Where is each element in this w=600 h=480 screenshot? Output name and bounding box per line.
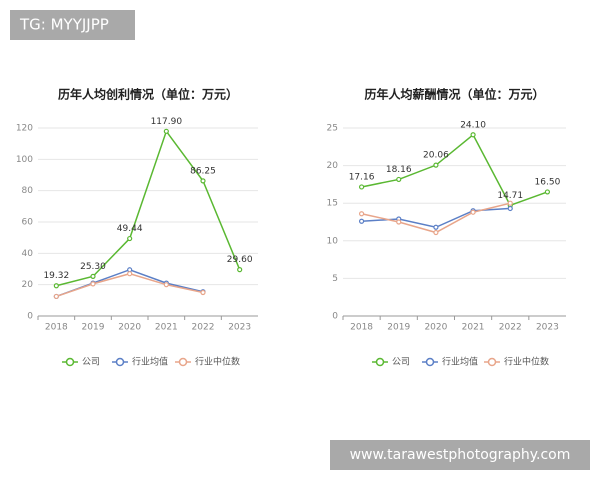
- data-label: 19.32: [43, 271, 69, 281]
- legend-label: 行业中位数: [195, 356, 240, 368]
- chart-title: 历年人均薪酬情况（单位：万元）: [364, 87, 544, 102]
- data-point: [358, 211, 365, 217]
- data-label: 16.50: [535, 177, 561, 187]
- legend-label: 公司: [392, 357, 410, 368]
- x-tick-label: 2019: [82, 323, 105, 333]
- data-label: 25.30: [80, 262, 106, 272]
- data-point: [396, 176, 402, 183]
- x-tick-label: 2020: [424, 323, 447, 333]
- data-label: 17.16: [349, 172, 375, 182]
- data-point: [163, 128, 169, 134]
- y-tick-label: 25: [327, 124, 338, 134]
- x-tick-label: 2018: [350, 323, 373, 333]
- x-tick-label: 2020: [118, 323, 141, 333]
- y-tick-label: 60: [22, 218, 34, 228]
- data-point: [163, 282, 169, 288]
- data-point: [358, 218, 365, 224]
- y-tick-label: 40: [22, 249, 34, 259]
- legend-label: 行业均值: [132, 356, 168, 368]
- data-point: [200, 178, 206, 184]
- watermark-box: [330, 440, 590, 470]
- y-tick-label: 0: [332, 312, 338, 322]
- y-tick-label: 80: [22, 186, 34, 196]
- y-tick-label: 10: [327, 236, 339, 246]
- data-point: [200, 289, 206, 296]
- x-tick-label: 2022: [192, 323, 215, 333]
- series-line: [361, 133, 548, 207]
- legend-marker: [487, 357, 497, 367]
- legend-marker: [425, 357, 435, 367]
- data-point: [127, 235, 133, 242]
- data-label: 18.16: [386, 165, 412, 175]
- series-line: [361, 207, 511, 229]
- legend-marker: [115, 357, 125, 367]
- legend-label: 行业均值: [442, 356, 478, 368]
- data-label: 20.06: [423, 151, 449, 161]
- data-point: [433, 224, 439, 230]
- x-tick-label: 2023: [536, 323, 559, 333]
- data-point: [90, 273, 96, 279]
- data-label: 117.90: [151, 117, 183, 127]
- legend-marker: [65, 357, 75, 367]
- data-label: 24.10: [460, 120, 486, 130]
- x-tick-label: 2019: [387, 323, 410, 333]
- data-label: 49.44: [117, 224, 143, 234]
- data-point: [53, 293, 59, 300]
- data-point: [470, 209, 476, 215]
- legend-label: 公司: [82, 357, 100, 368]
- series-line: [56, 129, 241, 287]
- x-tick-label: 2023: [228, 323, 251, 333]
- y-tick-label: 20: [22, 280, 34, 290]
- y-tick-label: 15: [327, 199, 338, 209]
- x-tick-label: 2021: [155, 323, 178, 333]
- data-label: 14.71: [497, 191, 523, 201]
- data-label: 29.60: [227, 255, 253, 265]
- y-tick-label: 0: [27, 312, 33, 322]
- y-tick-label: 5: [332, 274, 338, 284]
- data-point: [544, 189, 551, 195]
- data-point: [358, 184, 365, 190]
- chart-title: 历年人均创利情况（单位：万元）: [58, 87, 238, 102]
- data-point: [470, 132, 476, 138]
- y-tick-label: 100: [16, 155, 33, 165]
- watermark: www.tarawestphotography.com: [350, 447, 571, 463]
- y-tick-label: 120: [16, 124, 33, 134]
- data-point: [237, 267, 243, 273]
- x-tick-label: 2021: [462, 323, 485, 333]
- data-point: [396, 219, 402, 225]
- y-tick-label: 20: [327, 161, 339, 171]
- data-label: 86.25: [190, 166, 216, 176]
- x-tick-label: 2022: [499, 323, 522, 333]
- data-point: [127, 271, 133, 277]
- legend-marker: [178, 357, 188, 367]
- tag-box: [10, 10, 135, 40]
- data-point: [433, 229, 439, 236]
- x-tick-label: 2018: [45, 323, 68, 333]
- legend-marker: [375, 357, 385, 367]
- data-point: [507, 205, 513, 212]
- data-point: [507, 200, 513, 206]
- data-point: [53, 283, 59, 289]
- data-point: [90, 281, 96, 287]
- legend-label: 行业中位数: [504, 356, 549, 368]
- data-point: [433, 162, 439, 168]
- tag-text: TG: MYYJJPP: [19, 16, 109, 34]
